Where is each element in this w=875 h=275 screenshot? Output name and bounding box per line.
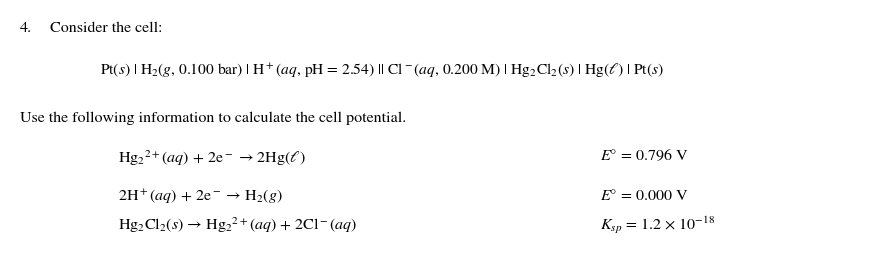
Text: 2H$^+$($aq$) + 2e$^-$ → H$_2$($g$): 2H$^+$($aq$) + 2e$^-$ → H$_2$($g$) [118, 188, 283, 206]
Text: $K_{sp}$ = 1.2 × 10$^{-18}$: $K_{sp}$ = 1.2 × 10$^{-18}$ [600, 215, 715, 236]
Text: $E$° = 0.000 V: $E$° = 0.000 V [600, 188, 689, 203]
Text: Hg$_2$$^{2+}$($aq$) + 2e$^-$ → 2Hg($\ell$): Hg$_2$$^{2+}$($aq$) + 2e$^-$ → 2Hg($\ell… [118, 148, 305, 167]
Text: $E$° = 0.796 V: $E$° = 0.796 V [600, 148, 689, 164]
Text: Pt($s$) | H$_2$($g$, 0.100 bar) | H$^+$($aq$, pH = 2.54) || Cl$^-$($aq$, 0.200 M: Pt($s$) | H$_2$($g$, 0.100 bar) | H$^+$(… [100, 62, 664, 80]
Text: Consider the cell:: Consider the cell: [50, 22, 163, 35]
Text: Hg$_2$Cl$_2$($s$) → Hg$_2$$^{2+}$($aq$) + 2Cl$^-$($aq$): Hg$_2$Cl$_2$($s$) → Hg$_2$$^{2+}$($aq$) … [118, 215, 358, 235]
Text: Use the following information to calculate the cell potential.: Use the following information to calcula… [20, 112, 406, 125]
Text: 4.: 4. [20, 22, 32, 35]
